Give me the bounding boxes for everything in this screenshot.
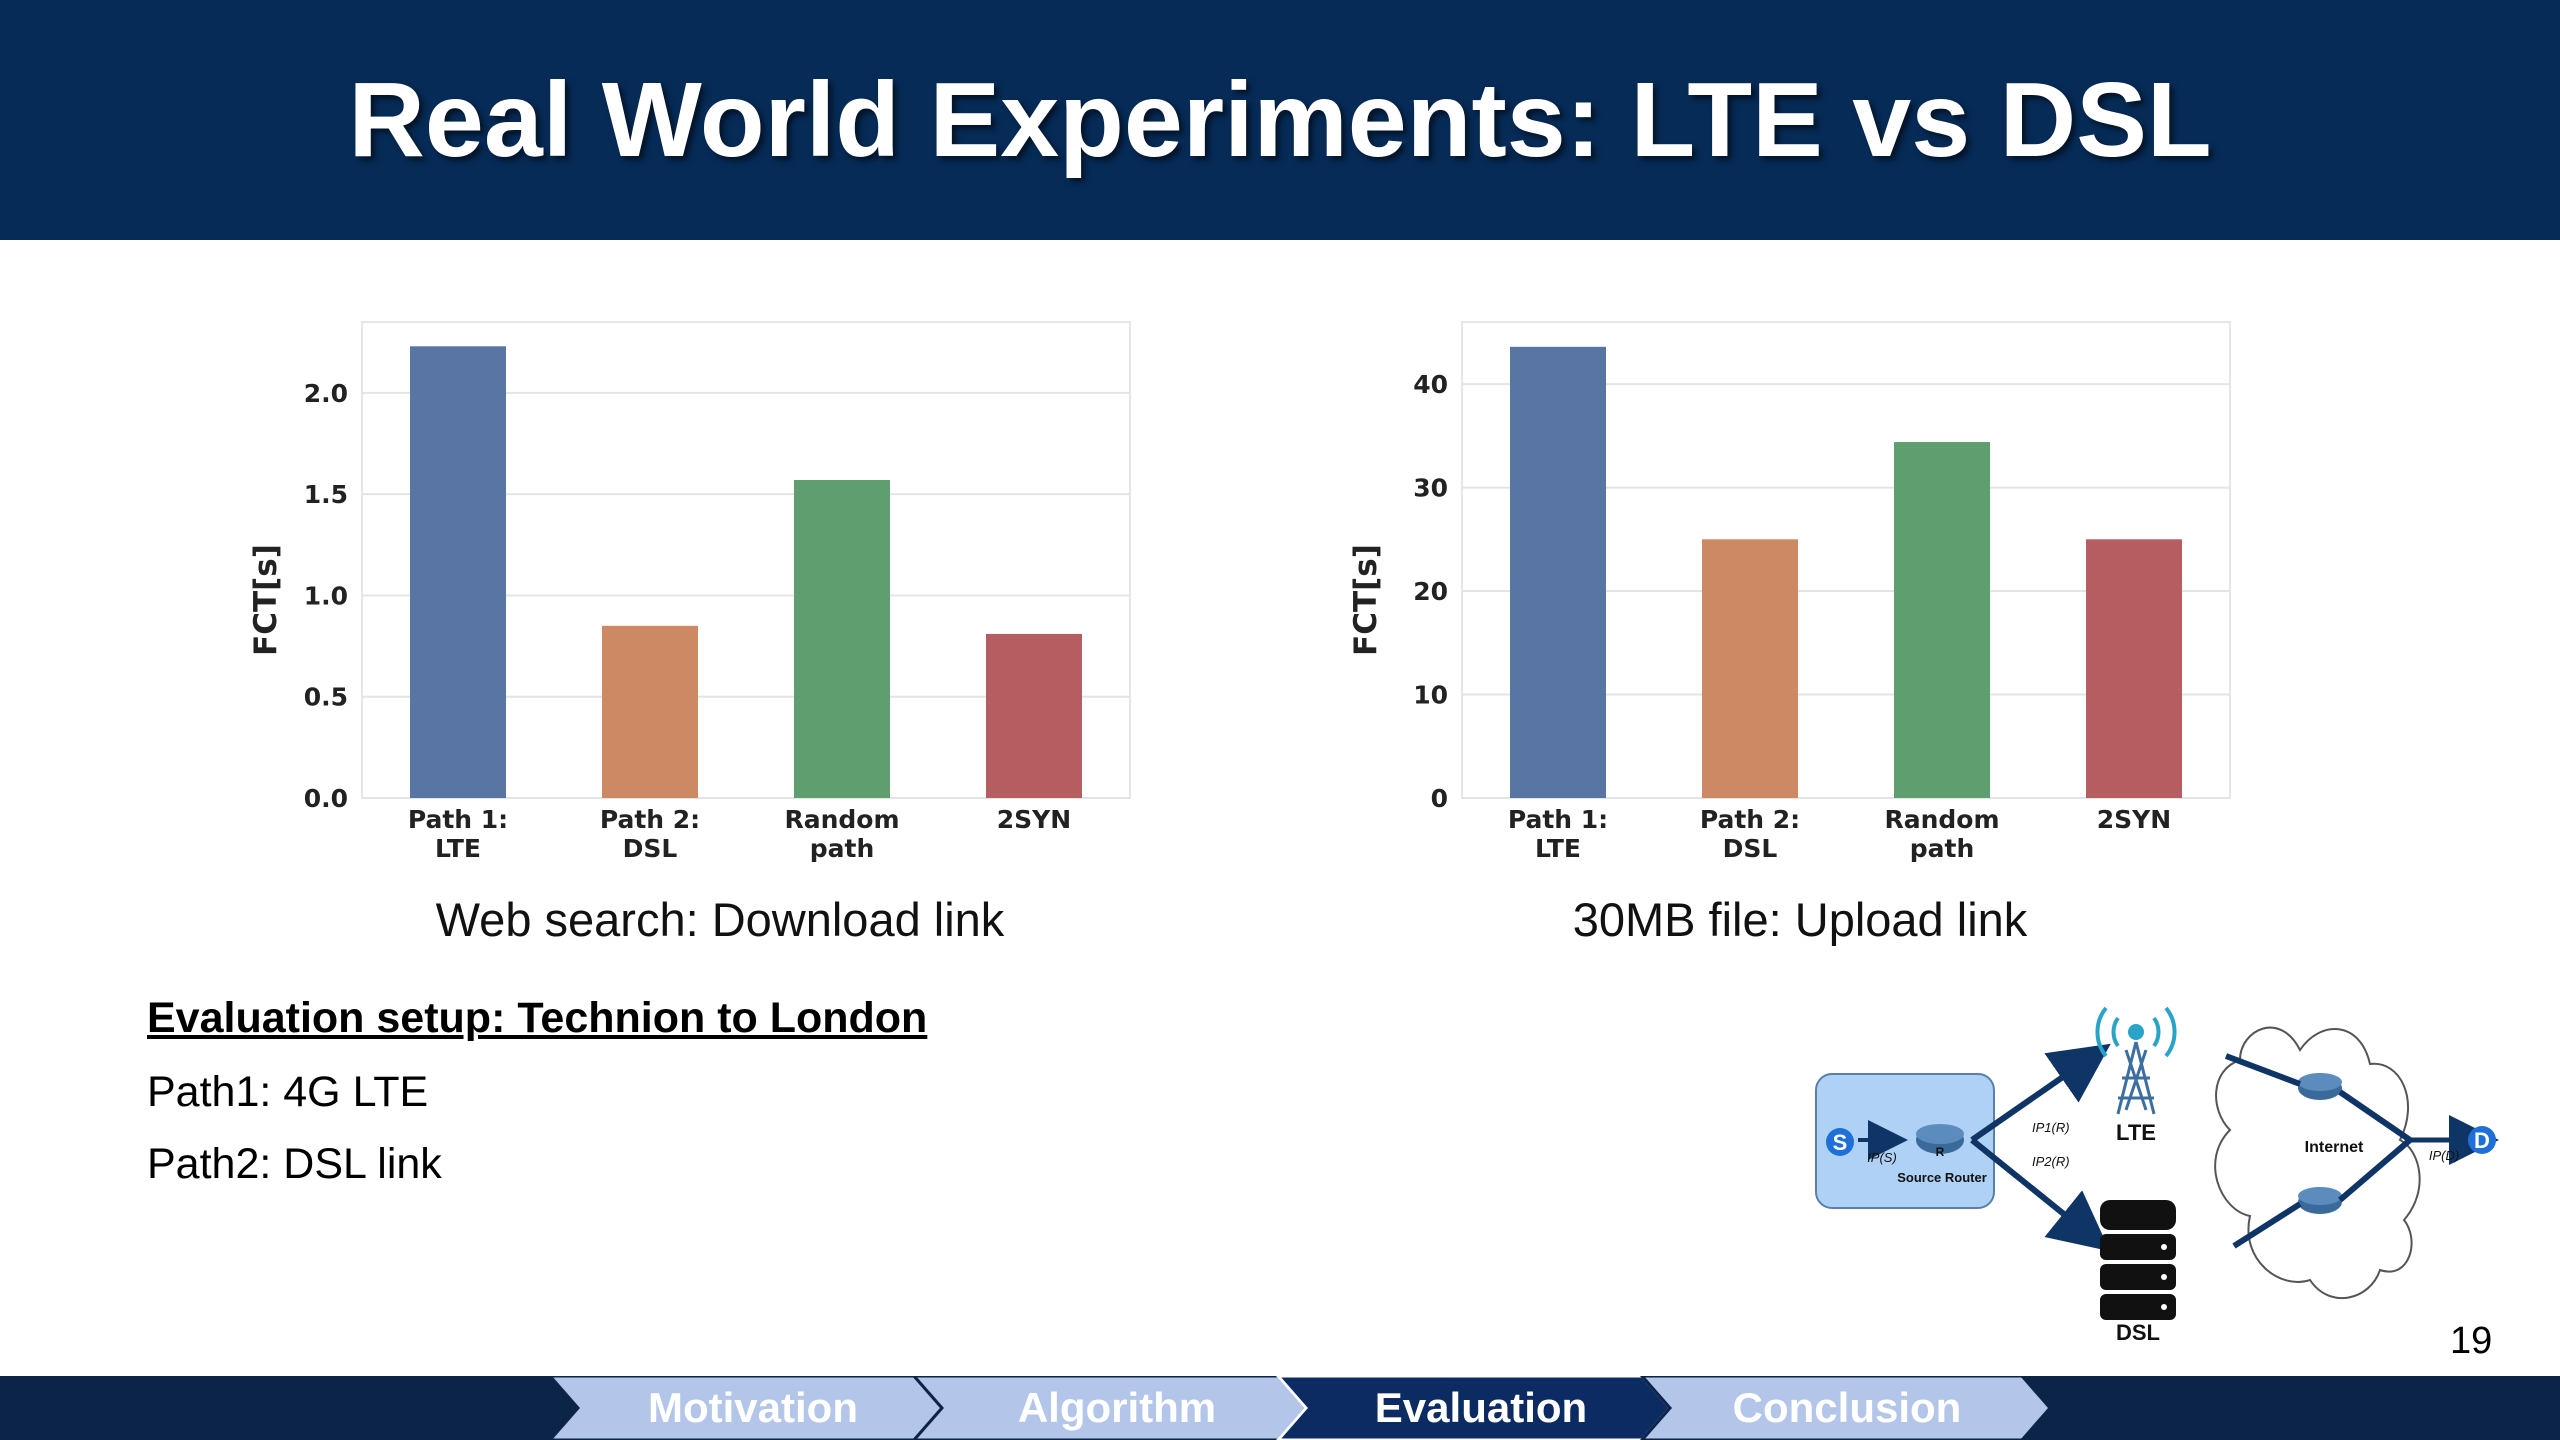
y-tick-label: 1.0 [304,581,348,610]
x-tick-label: LTE [1535,834,1581,863]
x-tick-label: Random [1884,805,1999,834]
dest-ip-label: IP(D) [2429,1148,2459,1163]
ip-lte-label: IP1(R) [2032,1120,2070,1135]
y-tick-label: 20 [1413,577,1448,606]
x-tick-label: Path 2: [600,805,700,834]
x-tick-label: path [810,834,875,863]
y-axis-label: FCT[s] [1348,544,1384,656]
setup-line-path2: Path2: DSL link [147,1140,442,1188]
x-tick-label: Path 1: [408,805,508,834]
ip-dsl-label: IP2(R) [2032,1154,2070,1169]
chart-file-upload: 0 10 20 30 40 FCT[s] Path 1:LTE Path 2:DSL Rando… [1348,321,2231,863]
y-tick-label: 30 [1413,474,1448,503]
y-tick-label: 0.5 [304,683,348,712]
x-tick-label: DSL [623,834,678,863]
section-nav-arrows [548,1376,2052,1440]
x-tick-label: LTE [435,834,481,863]
y-tick-label: 10 [1413,681,1448,710]
bar [1894,442,1990,798]
source-node-icon [1826,1128,1854,1156]
router-label: Source Router [1897,1170,1987,1185]
chart-caption-web-search: Web search: Download link [435,893,1005,946]
slide-title: Real World Experiments: LTE vs DSL [348,60,2212,179]
x-tick-label: 2SYN [997,805,1071,834]
bar [1510,346,1606,798]
lte-tower-icon [2095,1006,2177,1115]
y-axis-label: FCT[s] [248,544,284,656]
chart-caption-file-upload: 30MB file: Upload link [1572,893,2028,946]
y-tick-label: 0.0 [304,784,348,813]
setup-heading: Evaluation setup: Technion to London [147,994,928,1042]
lte-label: LTE [2116,1120,2156,1145]
y-tick-label: 40 [1413,370,1448,399]
nav-item-evaluation[interactable]: Evaluation [1374,1384,1588,1431]
nav-item-algorithm-shape [912,1376,1308,1440]
y-tick-label: 2.0 [304,379,348,408]
network-diagram: S IP(S) R Source Router IP1(R) IP2(R) LT… [1815,1006,2499,1345]
section-nav-bar [0,1376,2560,1440]
x-tick-label: DSL [1723,834,1778,863]
x-tick-label: 2SYN [2097,805,2171,834]
bar [410,346,506,798]
bar [602,625,698,798]
nav-item-algorithm[interactable]: Algorithm [1017,1384,1217,1431]
router-letter: R [1936,1145,1945,1159]
nav-item-evaluation-shape [1276,1376,1672,1440]
bar [1702,539,1798,798]
nav-item-motivation-shape [548,1376,944,1440]
dest-node-icon [2468,1126,2496,1154]
y-tick-label: 1.5 [304,480,348,509]
nav-item-conclusion[interactable]: Conclusion [1732,1384,1962,1431]
y-tick-label: 0 [1431,784,1448,813]
bar [2086,539,2182,798]
x-tick-label: path [1910,834,1975,863]
internet-cloud-icon [2214,1026,2421,1299]
dsl-server-icon [2100,1200,2176,1320]
setup-line-path1: Path1: 4G LTE [147,1068,429,1116]
x-tick-label: Path 2: [1700,805,1800,834]
source-ip-label: IP(S) [1867,1150,1897,1165]
bar [986,633,1082,798]
page-number: 19 [2450,1320,2493,1362]
x-tick-label: Path 1: [1508,805,1608,834]
x-tick-label: Random [784,805,899,834]
dest-node-label: D [2474,1128,2490,1153]
bar [794,479,890,798]
chart-web-search: 0.0 0.5 1.0 1.5 2.0 FCT[s] Path 1:LTE Path 2:DS… [248,321,1131,863]
internet-label: Internet [2305,1139,2364,1156]
source-node-label: S [1833,1130,1848,1155]
dsl-label: DSL [2116,1320,2160,1345]
nav-item-motivation[interactable]: Motivation [648,1384,858,1431]
nav-item-conclusion-shape [1640,1376,2052,1440]
title-bar: Real World Experiments: LTE vs DSL [0,0,2560,240]
